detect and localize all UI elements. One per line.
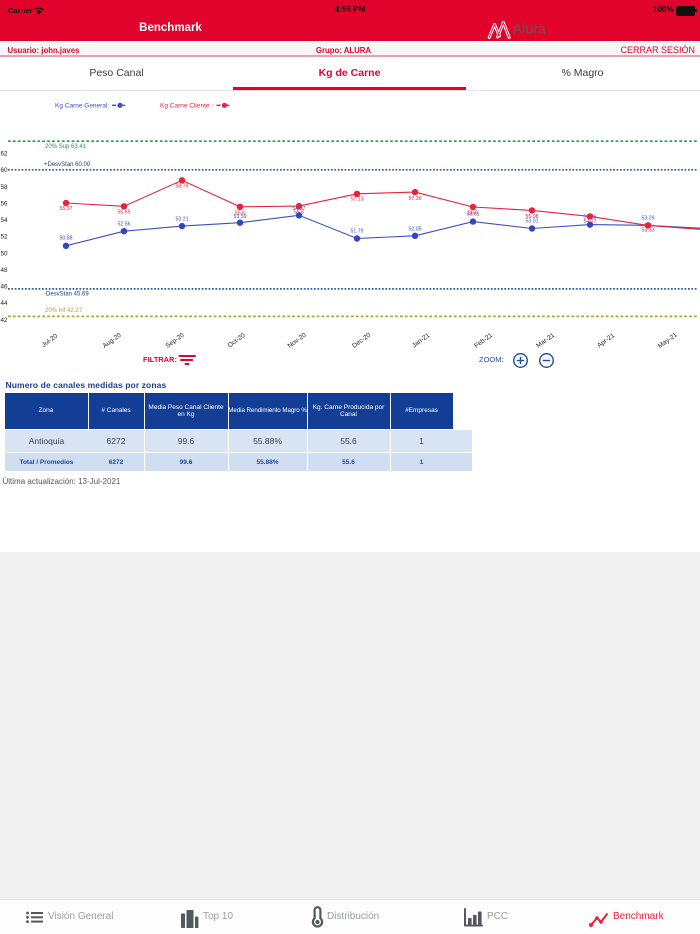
svg-text:+DesvStan 60.00: +DesvStan 60.00 [44,162,91,168]
svg-text:44: 44 [0,300,8,307]
svg-text:46: 46 [0,284,8,291]
svg-text:58: 58 [0,184,8,191]
svg-text:Dec-20: Dec-20 [351,332,372,350]
svg-text:53.59: 53.59 [234,214,247,220]
svg-text:Apr-21: Apr-21 [596,332,616,349]
svg-text:50.88: 50.88 [60,236,73,242]
svg-text:20% Sup 63.41: 20% Sup 63.41 [45,144,87,150]
svg-text:Jul-20: Jul-20 [41,333,60,349]
svg-text:55.97: 55.97 [60,206,73,212]
svg-text:55.08: 55.08 [526,214,539,220]
svg-text:May-21: May-21 [657,331,679,350]
svg-text:Aug-20: Aug-20 [102,332,123,350]
svg-text:Kg Carne General:: Kg Carne General: [55,102,109,109]
svg-text:52: 52 [0,234,8,241]
svg-text:53.33: 53.33 [642,228,655,234]
svg-text:53.61: 53.61 [467,211,480,217]
svg-text:54: 54 [0,217,8,224]
svg-text:Mar-21: Mar-21 [535,332,556,350]
svg-text:54.27: 54.27 [584,219,597,225]
svg-text:55.6: 55.6 [468,211,478,217]
svg-text:Alura: Alura [513,21,546,37]
svg-text:62: 62 [0,151,8,158]
svg-text:Jan-21: Jan-21 [411,332,432,350]
svg-text:60: 60 [0,167,8,174]
svg-text:55.65: 55.65 [118,210,131,216]
svg-text:55.6: 55.6 [235,211,245,217]
svg-text:Feb-21: Feb-21 [473,332,494,350]
svg-text:48: 48 [0,267,8,274]
svg-text:Sep-20: Sep-20 [165,332,186,350]
svg-text:55.6: 55.6 [294,210,304,216]
svg-text:58.79: 58.79 [176,184,189,190]
svg-text:52.05: 52.05 [409,226,422,232]
svg-text:-DesvStan 45.69: -DesvStan 45.69 [44,292,89,298]
svg-text:50: 50 [0,250,8,257]
svg-text:51.79: 51.79 [351,229,364,235]
svg-text:52.56: 52.56 [118,222,131,228]
svg-text:20% Inf 42.27: 20% Inf 42.27 [45,308,83,314]
svg-text:Nov-20: Nov-20 [287,332,308,350]
svg-text:53.01: 53.01 [526,219,539,225]
svg-text:42: 42 [0,317,8,324]
svg-text:56: 56 [0,200,8,207]
svg-text:57.13: 57.13 [351,197,364,203]
svg-text:53.29: 53.29 [642,216,655,222]
svg-text:57.36: 57.36 [409,196,422,202]
svg-text:Kg Carne Cliente :: Kg Carne Cliente : [160,102,213,109]
svg-text:Oct-20: Oct-20 [227,332,247,349]
svg-text:53.21: 53.21 [176,216,189,222]
